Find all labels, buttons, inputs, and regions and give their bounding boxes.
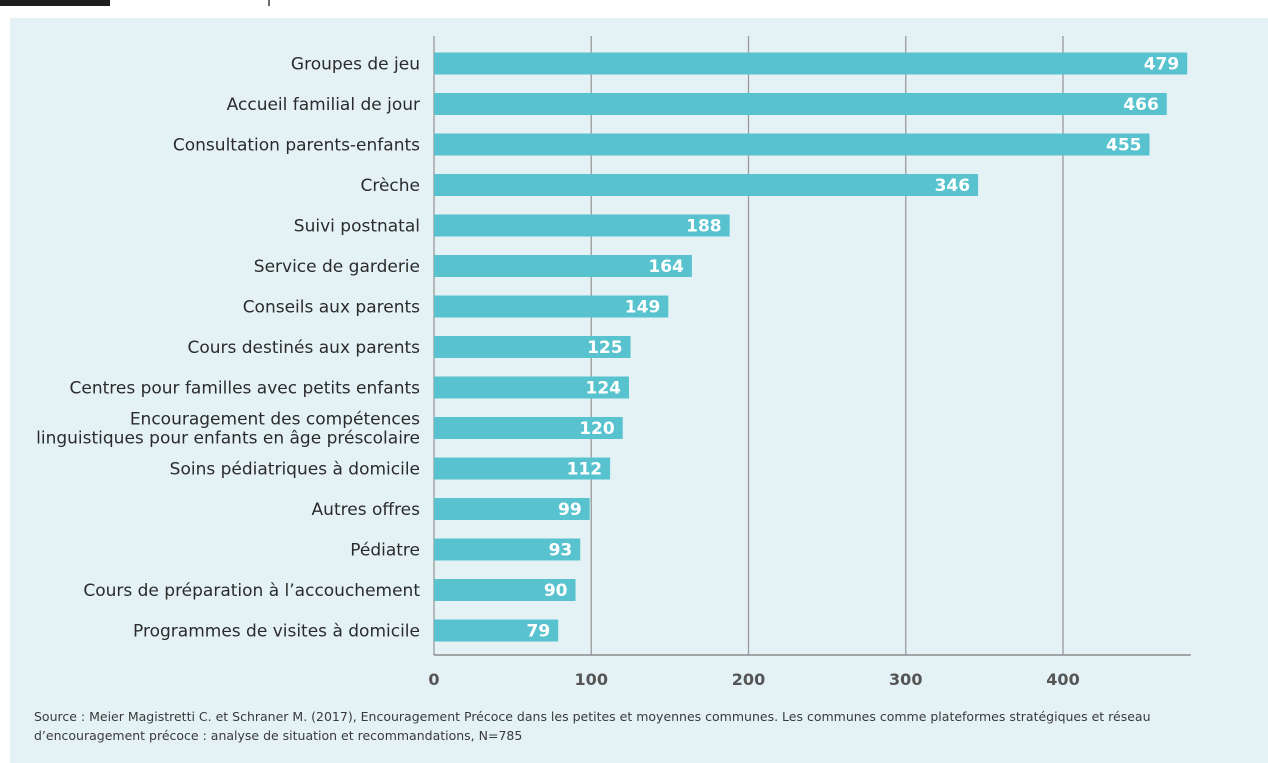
bar-value-label: 112 [567, 460, 603, 480]
bar-value-label: 479 [1144, 55, 1180, 75]
bar [434, 457, 611, 480]
x-tick-label: 300 [889, 670, 922, 689]
cropped-heading-divider [268, 0, 270, 6]
x-tick-label: 200 [732, 670, 765, 689]
top-strip [0, 0, 1268, 14]
x-tick-label: 100 [575, 670, 608, 689]
source-note: Source : Meier Magistretti C. et Schrane… [34, 709, 1151, 743]
bar [434, 619, 559, 642]
bars [434, 52, 1188, 642]
bar-value-label: 120 [579, 419, 615, 439]
bar [434, 498, 590, 520]
category-label: Service de garderie [254, 257, 420, 277]
category-label: Conseils aux parents [243, 298, 420, 318]
bar [434, 93, 1167, 115]
bar [434, 255, 692, 277]
bar [434, 52, 1188, 75]
x-tick-label: 400 [1046, 670, 1079, 689]
bar [434, 417, 623, 439]
category-label: Autres offres [312, 500, 421, 520]
bar [434, 376, 629, 399]
bar-value-label: 125 [587, 338, 623, 358]
bar-value-label: 90 [544, 581, 568, 601]
category-label: Centres pour familles avec petits enfant… [69, 379, 420, 399]
bar [434, 174, 979, 196]
category-label: Groupes de jeu [291, 55, 420, 75]
bar-value-label: 99 [558, 500, 582, 520]
bar-value-label: 455 [1106, 136, 1142, 156]
category-label: Programmes de visites à domicile [133, 622, 420, 642]
bar [434, 214, 730, 237]
category-labels: Groupes de jeu Accueil familial de jour Co… [36, 55, 420, 642]
bar-value-label: 93 [549, 541, 573, 561]
x-axis: 0 100 200 300 400 [428, 654, 1191, 689]
category-label: Crèche [360, 176, 420, 196]
bar [434, 336, 631, 358]
x-tick-label: 0 [428, 670, 439, 689]
category-label: Consultation parents-enfants [173, 136, 420, 156]
bar [434, 133, 1150, 156]
category-label: Cours de préparation à l’accouchement [83, 581, 420, 601]
bar-value-label: 149 [625, 298, 661, 318]
bar-value-label: 188 [686, 217, 722, 237]
bar-value-label: 346 [935, 176, 971, 196]
bar-value-label: 124 [585, 379, 621, 399]
bar-chart: Groupes de jeu Accueil familial de jour Co… [36, 36, 1191, 689]
category-label: Accueil familial de jour [227, 95, 420, 115]
bar-value-label: 164 [648, 257, 684, 277]
bar [434, 295, 669, 318]
bar-value-label: 79 [527, 622, 551, 642]
category-label: Cours destinés aux parents [187, 338, 420, 358]
category-label: Pédiatre [350, 541, 420, 561]
cropped-heading [0, 0, 110, 6]
category-label: Suivi postnatal [294, 217, 420, 237]
category-label: Soins pédiatriques à domicile [170, 460, 420, 480]
category-label: Encouragement des compétences linguistiqu… [36, 410, 420, 449]
bar [434, 538, 581, 561]
bar [434, 579, 576, 601]
bar-value-label: 466 [1123, 95, 1159, 115]
